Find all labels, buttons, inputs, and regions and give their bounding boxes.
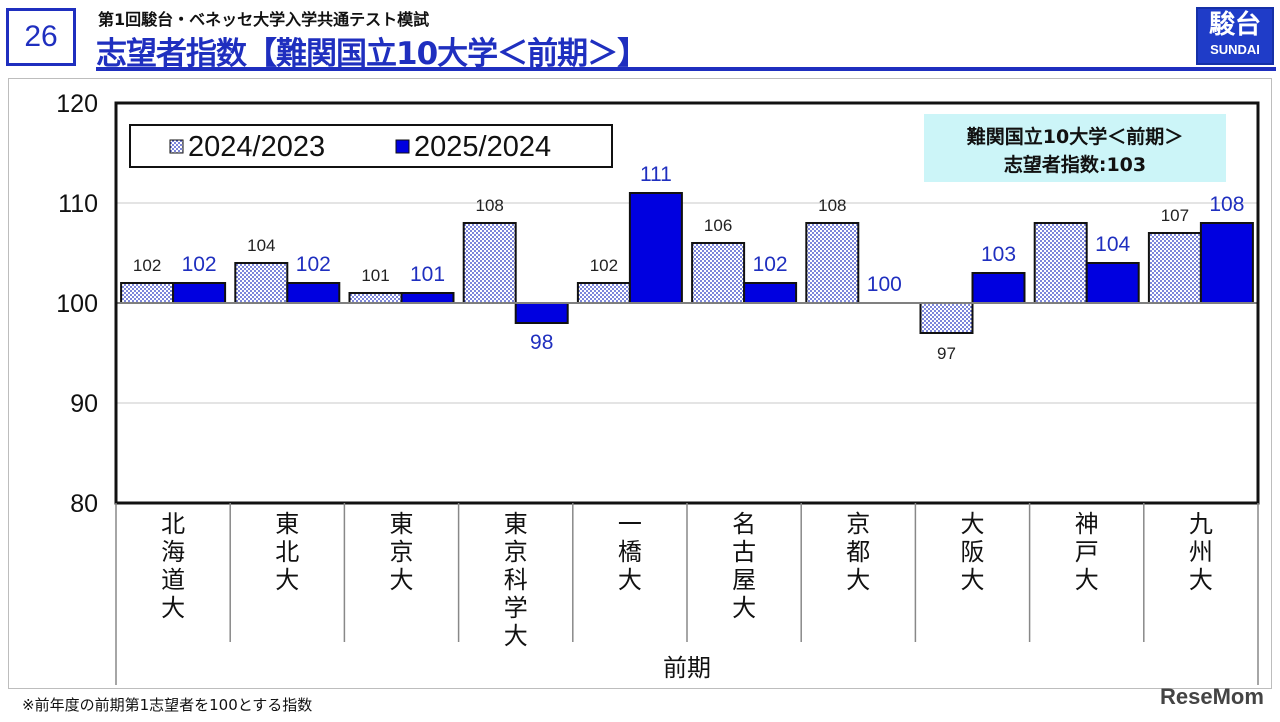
info-box xyxy=(924,114,1226,182)
data-label-2024: 101 xyxy=(361,266,389,285)
data-label-2025: 103 xyxy=(981,243,1016,266)
page-number: 26 xyxy=(6,8,76,66)
legend-label-2024: 2024/2023 xyxy=(188,131,325,163)
x-tick-label: 東北大 xyxy=(275,510,299,594)
bar-2025 xyxy=(628,192,683,304)
info-box-line2: 志望者指数:103 xyxy=(1004,153,1146,176)
data-label-2024: 102 xyxy=(590,256,618,275)
y-tick-label: 100 xyxy=(56,290,98,318)
data-label-2025: 102 xyxy=(753,253,788,276)
data-label-2025: 102 xyxy=(296,253,331,276)
x-tick-label: 北海道大 xyxy=(161,510,185,622)
bar-2024 xyxy=(576,282,631,304)
bar-2024 xyxy=(919,302,974,334)
bar-2025 xyxy=(286,282,341,304)
data-label-2025: 98 xyxy=(530,331,553,354)
bar-2024 xyxy=(805,222,860,304)
bar-2024 xyxy=(691,242,746,304)
bar-2024 xyxy=(462,222,517,304)
bar-2025 xyxy=(400,292,455,304)
x-tick-label: 東京大 xyxy=(390,510,414,594)
data-label-2025: 101 xyxy=(410,263,445,286)
data-label-2024: 102 xyxy=(133,256,161,275)
x-axis-label: 前期 xyxy=(663,654,711,682)
bar-2024 xyxy=(234,262,289,304)
y-tick-label: 90 xyxy=(70,390,98,418)
chart-frame xyxy=(8,78,1272,689)
footnote: ※前年度の前期第1志望者を100とする指数 xyxy=(22,696,313,714)
y-tick-label: 80 xyxy=(70,490,98,518)
data-label-2025: 104 xyxy=(1095,233,1130,256)
data-label-2024: 108 xyxy=(476,196,504,215)
data-label-2024: 107 xyxy=(1161,206,1189,225)
data-label-2024: 104 xyxy=(247,236,275,255)
x-tick-label: 大阪大 xyxy=(961,510,985,594)
data-label-2025: 111 xyxy=(640,163,672,186)
legend-swatch-2025 xyxy=(395,139,410,154)
bar-2025 xyxy=(514,302,569,324)
x-tick-label: 京都大 xyxy=(846,510,870,594)
data-label-2024: 97 xyxy=(937,344,956,363)
sundai-logo: 駿台 SUNDAI xyxy=(1196,7,1274,65)
bar-2024 xyxy=(348,292,403,304)
x-tick-label: 九州大 xyxy=(1189,510,1213,594)
logo-kanji: 駿台 xyxy=(1208,10,1261,40)
header-rule xyxy=(96,67,1276,71)
y-tick-label: 120 xyxy=(56,90,98,118)
data-label-2025: 102 xyxy=(182,253,217,276)
header-subtitle: 第1回駿台・ベネッセ大学入学共通テスト模試 xyxy=(98,10,430,29)
bar-2024 xyxy=(1147,232,1202,304)
data-label-2024: 108 xyxy=(818,196,846,215)
x-tick-label: 名古屋大 xyxy=(732,510,756,622)
bar-2024 xyxy=(120,282,175,304)
data-label-2025: 108 xyxy=(1209,193,1244,216)
resemom-watermark: ReseMom xyxy=(1160,684,1264,709)
x-tick-label: 一橋大 xyxy=(618,510,642,594)
bar-2025 xyxy=(1199,222,1254,304)
legend-box xyxy=(129,124,613,168)
legend-label-2025: 2025/2024 xyxy=(414,131,551,163)
bar-2024 xyxy=(1033,222,1088,304)
data-label-2025: 100 xyxy=(867,273,902,296)
bar-2025 xyxy=(1085,262,1140,304)
bar-2025 xyxy=(172,282,227,304)
page-title: 志望者指数【難関国立10大学＜前期＞】 xyxy=(96,36,648,72)
bar-2025 xyxy=(971,272,1026,304)
x-tick-label: 神戸大 xyxy=(1075,510,1099,594)
x-tick-label: 東京科学大 xyxy=(504,510,528,650)
info-box-line1: 難関国立10大学＜前期＞ xyxy=(967,125,1183,148)
y-tick-label: 110 xyxy=(58,190,98,218)
logo-latin: SUNDAI xyxy=(1210,42,1260,57)
bar-2025 xyxy=(743,282,798,304)
legend-swatch-2024 xyxy=(169,139,184,154)
data-label-2024: 106 xyxy=(704,216,732,235)
